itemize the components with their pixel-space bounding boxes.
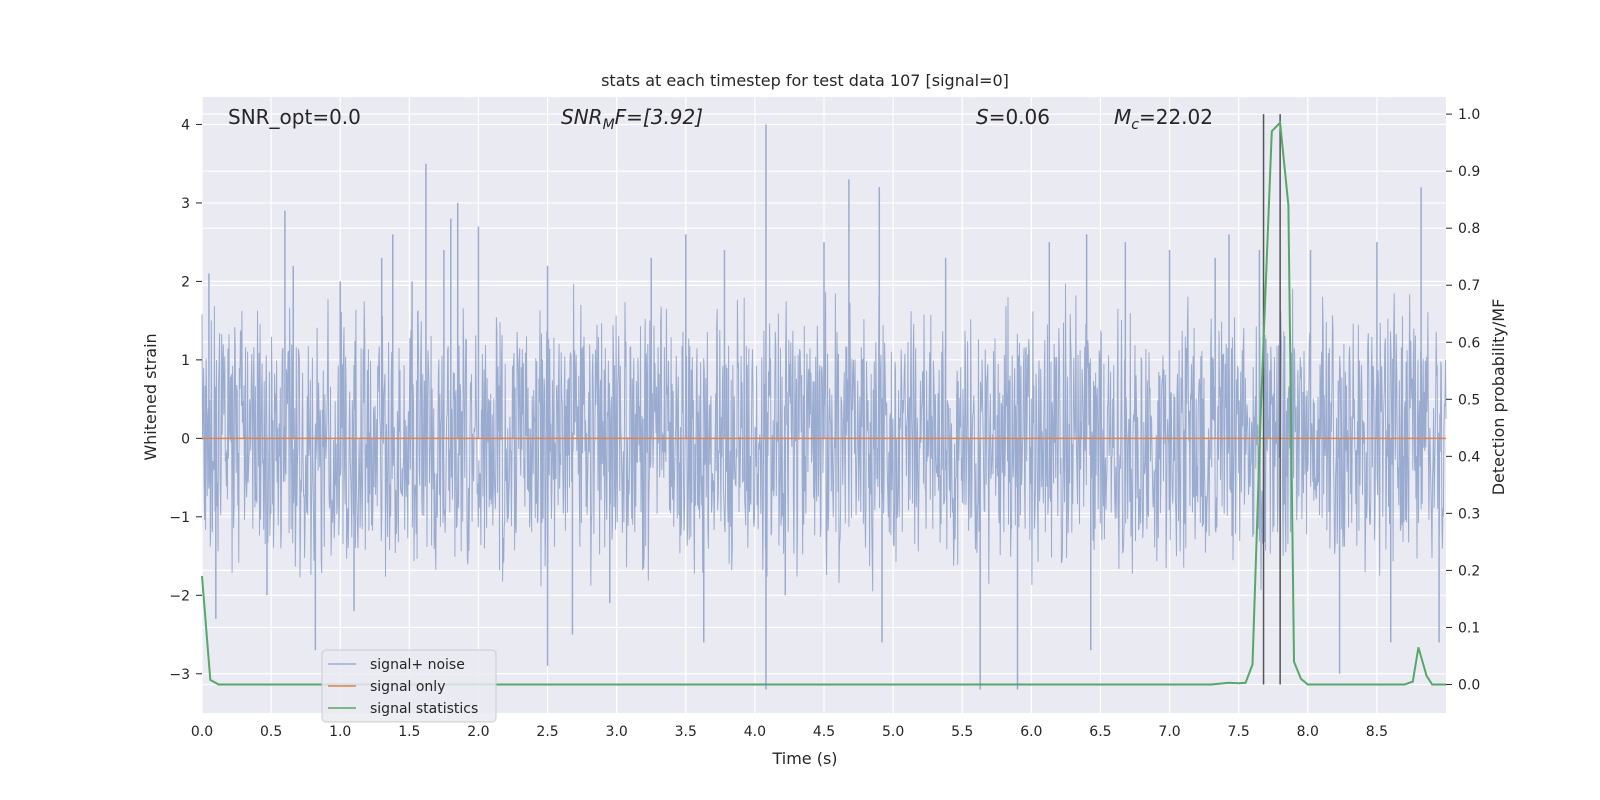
x-tick-label: 2.0 (467, 724, 489, 740)
x-axis-ticks: 0.0 0.5 1.0 1.5 2.0 2.5 3.0 3.5 4.0 4.5 5.0 5.5 6.0 6… (191, 724, 1388, 740)
x-tick-label: 1.0 (329, 724, 351, 740)
x-tick-label: 5.0 (882, 724, 904, 740)
y-axis-label: Whitened strain (141, 333, 160, 460)
x-tick-label: 7.0 (1158, 724, 1180, 740)
chart-title: stats at each timestep for test data 107… (601, 71, 1009, 90)
legend-label-signal-statistics: signal statistics (370, 701, 478, 717)
y2-tick-label: 0.5 (1458, 392, 1480, 408)
y2-tick-label: 0.1 (1458, 620, 1480, 636)
y2-axis-label: Detection probability/MF (1489, 299, 1508, 496)
legend-box (321, 649, 497, 723)
y-tick-label: 0 (181, 431, 190, 447)
y-tick-label: −3 (169, 667, 190, 683)
y2-tick-label: 0.0 (1458, 677, 1480, 693)
x-tick-label: 0.0 (191, 724, 213, 740)
annotation-mc-var: M (1114, 105, 1131, 129)
legend-label-signal-noise: signal+ noise (370, 657, 465, 673)
x-tick-label: 1.5 (398, 724, 420, 740)
x-tick-label: 3.0 (606, 724, 628, 740)
x-tick-label: 0.5 (260, 724, 282, 740)
x-tick-label: 4.5 (813, 724, 835, 740)
y-tick-label: 2 (181, 274, 190, 290)
series-signal-noise (201, 124, 1447, 690)
vertical-markers (1262, 114, 1281, 685)
annotation-mc-sub: c (1131, 117, 1139, 133)
y-tick-label: 4 (181, 117, 190, 133)
annotation-mc-value: =22.02 (1139, 105, 1213, 129)
annotation-snr-mf-main: SNR (561, 105, 603, 129)
x-tick-label: 8.0 (1297, 724, 1319, 740)
x-tick-label: 6.5 (1089, 724, 1111, 740)
legend: signal+ noise signal only signal statist… (321, 649, 497, 723)
legend-label-signal-only: signal only (370, 679, 445, 695)
y2-tick-label: 0.3 (1458, 506, 1480, 522)
y2-axis-ticks: 1.0 0.9 0.8 0.7 0.6 0.5 0.4 0.3 0.2 0.1 0.0 (1446, 107, 1480, 693)
x-tick-label: 5.5 (951, 724, 973, 740)
x-tick-label: 3.5 (675, 724, 697, 740)
y2-tick-label: 1.0 (1458, 107, 1480, 123)
y2-tick-label: 0.9 (1458, 164, 1480, 180)
y2-tick-label: 0.2 (1458, 563, 1480, 579)
annotation-mc: Mc=22.02 (1114, 105, 1213, 133)
y2-tick-label: 0.8 (1458, 221, 1480, 237)
x-tick-label: 4.0 (744, 724, 766, 740)
x-tick-label: 2.5 (536, 724, 558, 740)
annotation-snr-mf-sub: M (603, 117, 615, 133)
annotation-s: S=0.06 (976, 105, 1050, 129)
y2-tick-label: 0.7 (1458, 278, 1480, 294)
x-tick-label: 7.5 (1228, 724, 1250, 740)
y-tick-label: 3 (181, 196, 190, 212)
y2-tick-label: 0.6 (1458, 335, 1480, 351)
annotation-s-var: S (976, 105, 989, 129)
annotation-snr-opt: SNR_opt=0.0 (228, 105, 361, 129)
y-axis-ticks: 4 3 2 1 0 −1 −2 −3 (169, 117, 202, 683)
y-tick-label: −2 (169, 588, 190, 604)
annotation-s-value: =0.06 (989, 105, 1050, 129)
y2-tick-label: 0.4 (1458, 449, 1480, 465)
x-tick-label: 6.0 (1020, 724, 1042, 740)
y-tick-label: 1 (181, 353, 190, 369)
y-tick-label: −1 (169, 510, 190, 526)
annotation-snr-mf-rest: F=[3.92] (615, 105, 703, 129)
annotation-snr-mf: SNRMF=[3.92] (561, 105, 703, 133)
x-tick-label: 8.5 (1366, 724, 1388, 740)
x-axis-label: Time (s) (771, 749, 837, 768)
